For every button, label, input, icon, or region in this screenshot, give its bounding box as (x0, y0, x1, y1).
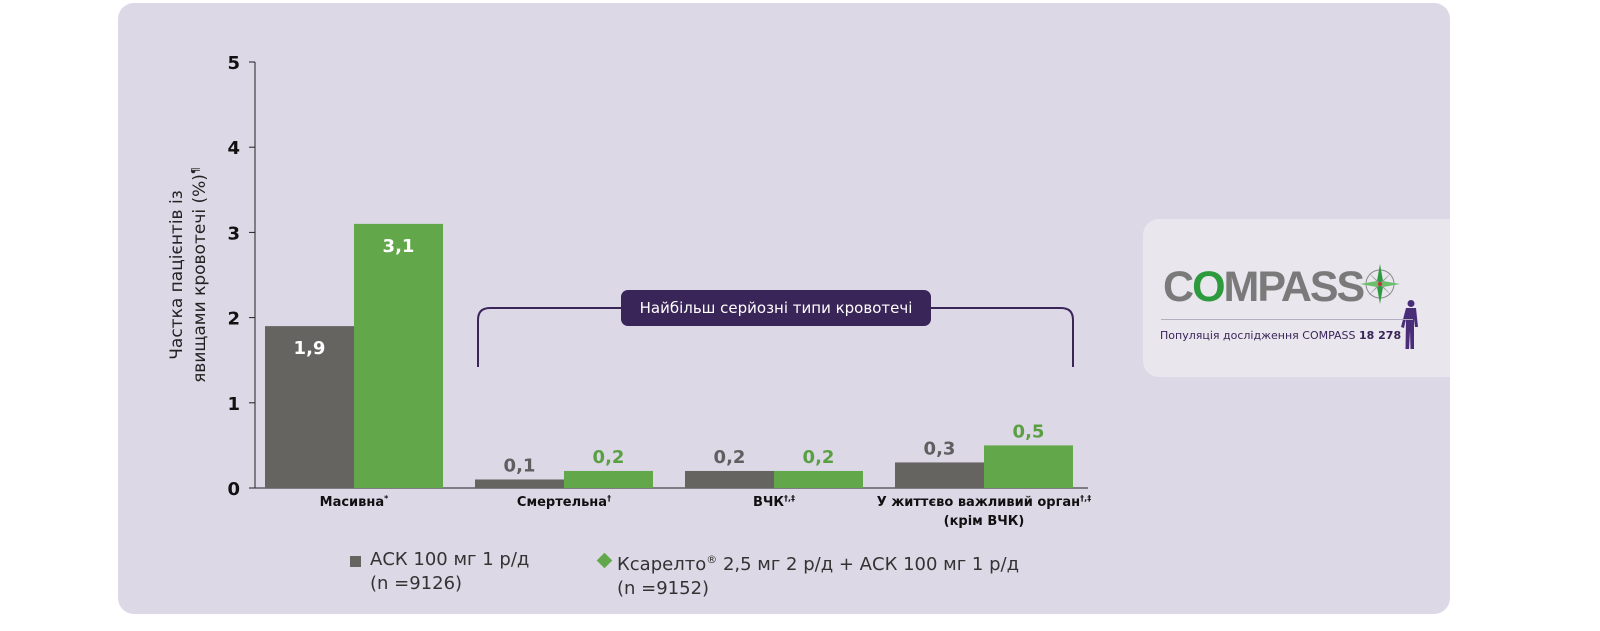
legend-item-ack-line1: АСК 100 мг 1 р/д (370, 549, 530, 570)
data-label: 0,2 (714, 447, 746, 468)
annotation-banner (621, 290, 931, 326)
y-tick-label: 2 (227, 309, 240, 330)
legend-item-xarelto: Ксарелто® 2,5 мг 2 р/д + АСК 100 мг 1 р/… (596, 548, 1020, 601)
legend-item-ack: АСК 100 мг 1 р/д (n =9126) (350, 548, 529, 596)
x-category-label: ВЧК†,‡ (753, 494, 795, 510)
bar-series1 (895, 462, 984, 488)
y-axis-label: Частка пацієнтів із явищами кровотечі (%… (167, 167, 210, 383)
svg-text:Частка пацієнтів із: Частка пацієнтів із (167, 190, 187, 360)
data-label: 0,2 (593, 447, 625, 468)
data-label: 0,3 (924, 438, 956, 459)
y-tick-label: 5 (227, 53, 240, 74)
y-axis-label-line1: Частка пацієнтів із (167, 190, 187, 360)
y-tick-label: 0 (227, 479, 240, 500)
bar-series1 (685, 470, 774, 488)
legend-diamond-marker (596, 552, 613, 569)
y-tick-label: 1 (227, 394, 240, 415)
data-label: 0,5 (1013, 421, 1045, 442)
compass-divider (1161, 319, 1413, 320)
bar-series1 (265, 326, 354, 488)
x-category-label: Смертельна† (517, 494, 611, 510)
population-text: Популяція дослідження COMPASS 18 278 (1160, 329, 1401, 342)
legend-item-xarelto-name: Ксарелто (617, 554, 707, 575)
data-label: 1,9 (294, 338, 326, 359)
legend-square-marker (350, 556, 361, 567)
compass-panel: COMPASS Популяція дослідження COMPASS 18… (1143, 219, 1450, 377)
bar-series2 (984, 445, 1073, 488)
y-tick-label: 3 (227, 223, 240, 244)
annotation-text: Найбільш серйозні типи кровотечі (640, 299, 913, 317)
data-label: 0,1 (504, 455, 536, 476)
bar-series1 (475, 479, 564, 488)
y-axis-label-sup: ¶ (189, 167, 202, 174)
legend-item-xarelto-dose: 2,5 мг 2 р/д + АСК 100 мг 1 р/д (717, 554, 1020, 575)
data-label: 0,2 (803, 447, 835, 468)
svg-text:явищами кровотечі (%)¶: явищами кровотечі (%)¶ (189, 167, 210, 383)
data-label: 3,1 (383, 236, 415, 257)
population-label: Популяція дослідження COMPASS (1160, 329, 1356, 342)
bar-series2 (564, 470, 653, 488)
x-category-label: Масивна* (320, 494, 390, 510)
population-value: 18 278 (1359, 329, 1402, 342)
person-silhouette-icon (1401, 300, 1418, 349)
legend-item-xarelto-line2: (n =9152) (617, 578, 710, 599)
compass-logo: COMPASS (1163, 263, 1365, 311)
y-axis-label-line2: явищами кровотечі (%) (190, 174, 210, 383)
bar-series2 (354, 223, 443, 488)
legend-registered-mark: ® (706, 553, 718, 566)
x-category-label-line2: (крім ВЧК) (944, 514, 1025, 529)
compass-rose-icon (1360, 264, 1400, 304)
x-category-label: У життєво важливий орган†,‡ (877, 494, 1091, 510)
legend-item-ack-line2: (n =9126) (370, 573, 463, 594)
bar-series2 (774, 470, 863, 488)
y-tick-label: 4 (227, 138, 240, 159)
